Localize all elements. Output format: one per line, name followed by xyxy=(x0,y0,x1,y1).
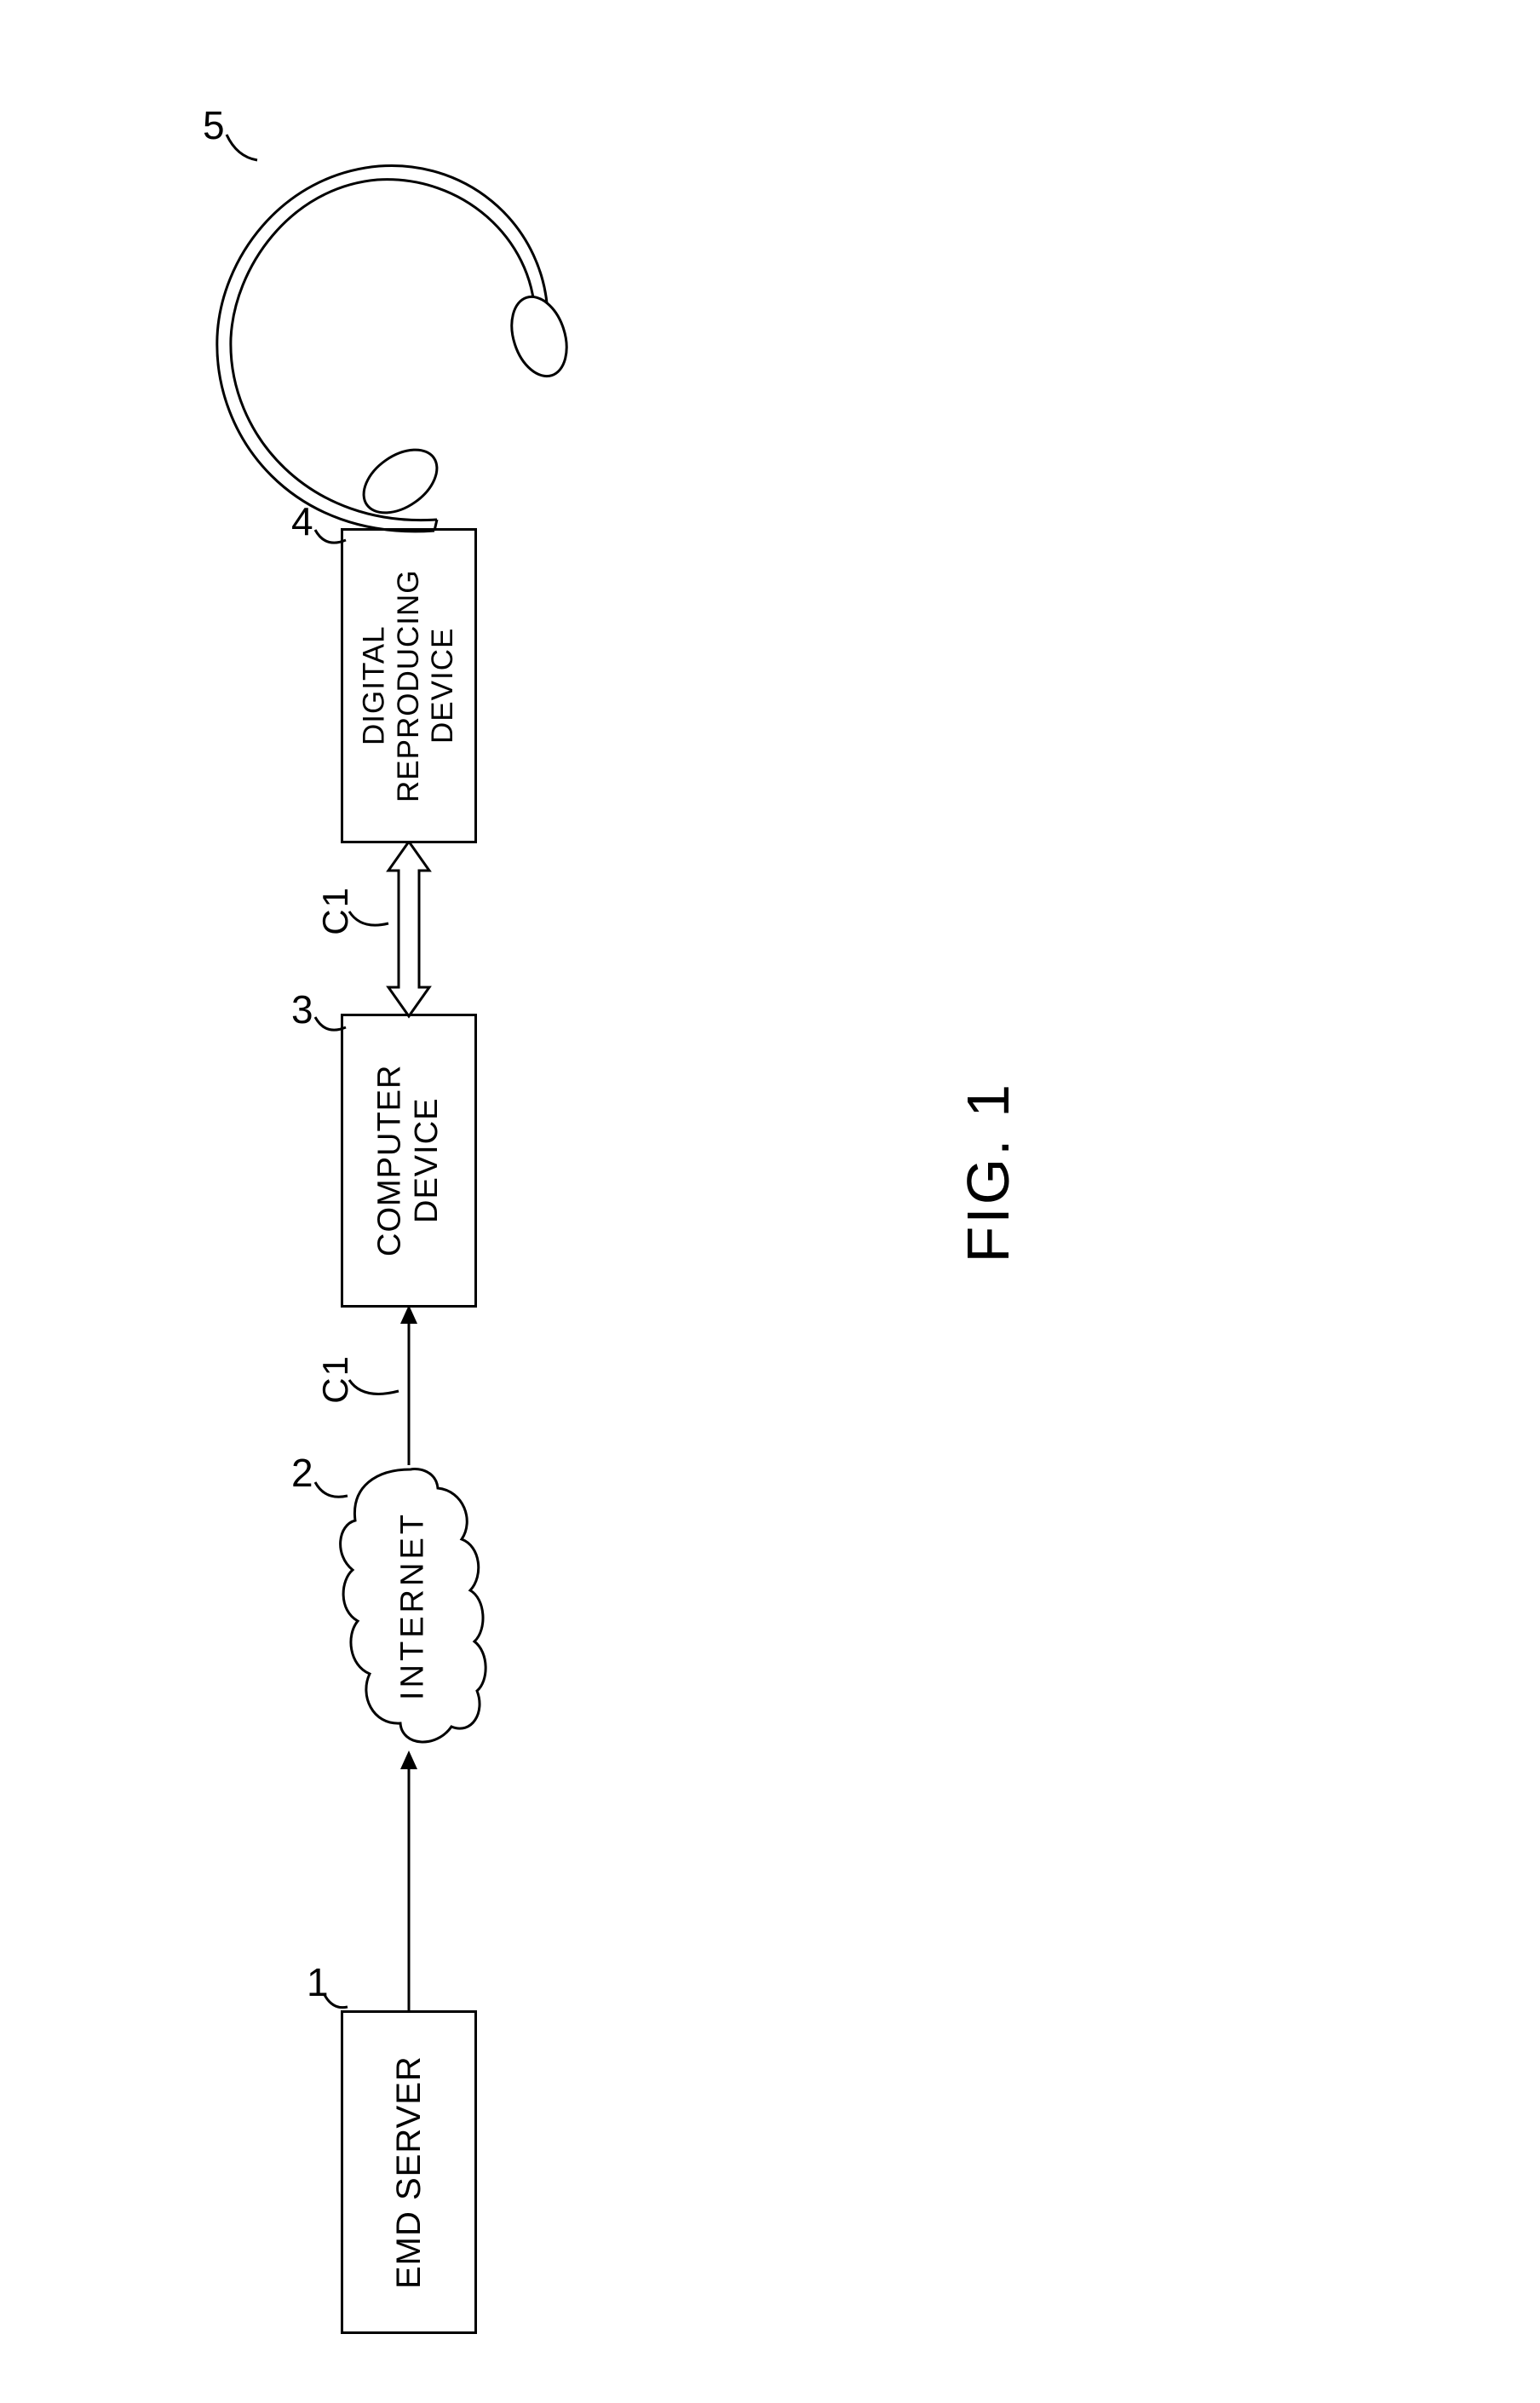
node-digital-reproducing-device-label: DIGITAL REPRODUCING DEVICE xyxy=(358,531,461,841)
leader-3 xyxy=(313,1015,352,1041)
node-emd-server-label: EMD SERVER xyxy=(389,2055,428,2289)
node-emd-server: EMD SERVER xyxy=(341,2010,477,2334)
arrow-server-to-internet xyxy=(397,1751,421,2013)
leader-c1-b xyxy=(348,910,394,935)
leader-2 xyxy=(313,1480,352,1506)
leader-1 xyxy=(322,1992,356,2017)
node-internet-label: INTERNET xyxy=(388,1478,439,1733)
node-computer-device: COMPUTER DEVICE xyxy=(341,1014,477,1308)
node-digital-reproducing-device: DIGITAL REPRODUCING DEVICE xyxy=(341,528,477,843)
leader-c1-a xyxy=(348,1378,403,1404)
node-computer-device-id: 3 xyxy=(291,986,315,1032)
leader-5 xyxy=(225,133,263,167)
figure-caption: FIG. 1 xyxy=(954,1082,1022,1262)
node-internet-id: 2 xyxy=(291,1450,315,1496)
diagram-canvas: EMD SERVER 1 INTERNET 2 C1 COMPUTER DEVI… xyxy=(0,0,1540,2403)
headphones-icon xyxy=(209,141,566,541)
node-computer-device-label: COMPUTER DEVICE xyxy=(371,1016,445,1305)
headphones-id: 5 xyxy=(203,102,227,148)
